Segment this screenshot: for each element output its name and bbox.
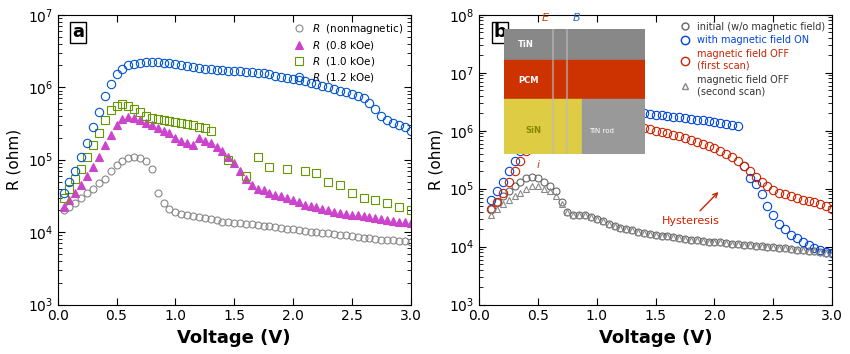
$R$  (1.0 kOe)	[123, 104, 133, 108]
$R$  (0.8 kOe)	[405, 221, 416, 225]
$R$  (nonmagnetic)	[405, 240, 416, 244]
Y-axis label: R (ohm): R (ohm)	[428, 129, 444, 190]
Line: $R$  (1.0 kOe): $R$ (1.0 kOe)	[60, 100, 415, 215]
$R$  (1.0 kOe)	[394, 205, 404, 210]
$R$  (0.8 kOe)	[59, 205, 69, 210]
Text: b: b	[493, 23, 507, 41]
$R$  (1.2 kOe)	[141, 60, 151, 64]
$R$  (0.8 kOe)	[153, 126, 163, 131]
$R$  (1.0 kOe)	[300, 169, 310, 173]
$R$  (1.0 kOe)	[65, 187, 75, 191]
$R$  (nonmagnetic)	[117, 159, 128, 164]
$R$  (1.2 kOe)	[405, 129, 416, 133]
$R$  (1.0 kOe)	[359, 195, 369, 200]
$R$  (1.2 kOe)	[117, 67, 128, 71]
$R$  (1.0 kOe)	[264, 165, 275, 169]
$R$  (0.8 kOe)	[176, 139, 186, 143]
$R$  (1.0 kOe)	[176, 121, 186, 125]
$R$  (1.0 kOe)	[371, 198, 381, 202]
$R$  (1.0 kOe)	[405, 208, 416, 212]
X-axis label: Voltage (V): Voltage (V)	[178, 329, 291, 347]
$R$  (1.0 kOe)	[153, 117, 163, 121]
$R$  (1.0 kOe)	[71, 176, 81, 181]
Text: a: a	[72, 23, 84, 41]
$R$  (1.0 kOe)	[252, 155, 263, 159]
$R$  (1.2 kOe)	[176, 63, 186, 68]
$R$  (1.0 kOe)	[170, 120, 180, 124]
$R$  (0.8 kOe)	[164, 131, 174, 136]
$R$  (1.0 kOe)	[206, 129, 216, 133]
$R$  (1.0 kOe)	[105, 108, 116, 113]
$R$  (1.2 kOe)	[59, 190, 69, 195]
$R$  (1.0 kOe)	[188, 123, 198, 127]
$R$  (nonmagnetic)	[59, 208, 69, 212]
Legend: $R$  (nonmagnetic), $R$  (0.8 kOe), $R$  (1.0 kOe), $R$  (1.2 kOe): $R$ (nonmagnetic), $R$ (0.8 kOe), $R$ (1…	[286, 20, 405, 86]
Line: $R$  (0.8 kOe): $R$ (0.8 kOe)	[60, 113, 415, 227]
$R$  (1.0 kOe)	[164, 119, 174, 123]
$R$  (nonmagnetic)	[176, 212, 186, 216]
Legend: initial (w/o magnetic field), with magnetic field ON, magnetic field OFF
(first : initial (w/o magnetic field), with magne…	[673, 19, 827, 98]
Text: Hysteresis: Hysteresis	[661, 193, 719, 225]
$R$  (0.8 kOe)	[282, 195, 292, 200]
$R$  (1.0 kOe)	[194, 125, 204, 130]
$R$  (1.0 kOe)	[117, 102, 128, 107]
$R$  (1.0 kOe)	[311, 171, 321, 175]
$R$  (1.0 kOe)	[147, 115, 157, 120]
$R$  (nonmagnetic)	[153, 190, 163, 195]
$R$  (1.0 kOe)	[200, 126, 210, 131]
$R$  (nonmagnetic)	[164, 207, 174, 211]
$R$  (1.0 kOe)	[59, 195, 69, 200]
$R$  (1.0 kOe)	[323, 179, 333, 184]
$R$  (1.0 kOe)	[94, 131, 104, 136]
$R$  (1.0 kOe)	[182, 122, 192, 126]
$R$  (1.0 kOe)	[99, 118, 110, 122]
$R$  (1.2 kOe)	[182, 64, 192, 68]
$R$  (1.2 kOe)	[153, 60, 163, 64]
$R$  (1.0 kOe)	[241, 174, 251, 178]
$R$  (1.0 kOe)	[88, 143, 98, 147]
$R$  (1.0 kOe)	[141, 114, 151, 118]
$R$  (1.2 kOe)	[164, 61, 174, 65]
$R$  (1.0 kOe)	[111, 104, 122, 108]
$R$  (nonmagnetic)	[282, 227, 292, 231]
$R$  (1.0 kOe)	[347, 190, 357, 195]
Y-axis label: R (ohm): R (ohm)	[7, 129, 22, 190]
$R$  (1.0 kOe)	[224, 158, 234, 162]
$R$  (1.0 kOe)	[82, 155, 92, 159]
$R$  (1.0 kOe)	[76, 167, 87, 171]
$R$  (1.0 kOe)	[382, 201, 392, 205]
$R$  (0.8 kOe)	[123, 115, 133, 119]
$R$  (nonmagnetic)	[129, 155, 139, 159]
$R$  (1.0 kOe)	[129, 107, 139, 111]
$R$  (0.8 kOe)	[117, 117, 128, 121]
$R$  (1.0 kOe)	[158, 118, 168, 122]
$R$  (0.8 kOe)	[182, 141, 192, 145]
Line: $R$  (1.2 kOe): $R$ (1.2 kOe)	[60, 58, 415, 197]
$R$  (1.0 kOe)	[282, 167, 292, 171]
Line: $R$  (nonmagnetic): $R$ (nonmagnetic)	[60, 153, 414, 245]
X-axis label: Voltage (V): Voltage (V)	[599, 329, 712, 347]
$R$  (1.0 kOe)	[135, 110, 145, 114]
$R$  (1.0 kOe)	[335, 183, 345, 187]
$R$  (nonmagnetic)	[182, 213, 192, 217]
$R$  (1.2 kOe)	[282, 76, 292, 80]
